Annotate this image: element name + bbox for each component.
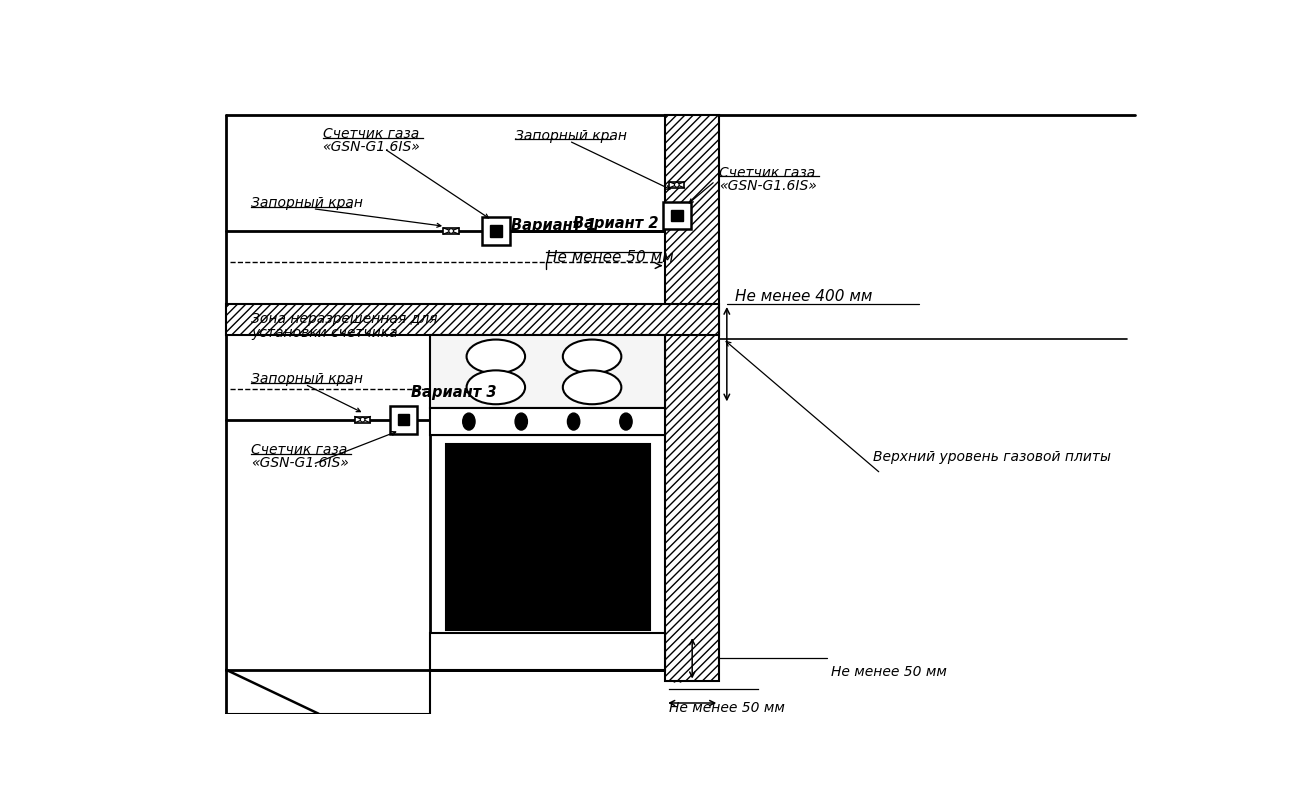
Text: Вариант 3: Вариант 3 bbox=[411, 385, 496, 400]
Text: Не менее 50 мм: Не менее 50 мм bbox=[831, 665, 947, 678]
Text: Запорный кран: Запорный кран bbox=[251, 196, 363, 210]
Text: Вариант 2: Вариант 2 bbox=[572, 216, 659, 231]
Bar bbox=[226, 304, 720, 335]
Bar bbox=[390, 406, 417, 434]
Text: «GSN-G1.6IS»: «GSN-G1.6IS» bbox=[251, 456, 349, 470]
Bar bbox=[430, 335, 665, 670]
Bar bbox=[665, 115, 720, 682]
Bar bbox=[443, 228, 459, 234]
Ellipse shape bbox=[516, 413, 527, 430]
Ellipse shape bbox=[463, 413, 475, 430]
Text: «GSN-G1.6IS»: «GSN-G1.6IS» bbox=[720, 179, 817, 192]
Bar bbox=[669, 182, 685, 188]
Ellipse shape bbox=[466, 339, 525, 374]
Bar bbox=[671, 210, 682, 221]
Bar bbox=[663, 202, 691, 229]
Text: Верхний уровень газовой плиты: Верхний уровень газовой плиты bbox=[873, 451, 1111, 464]
Text: «GSN-G1.6IS»: «GSN-G1.6IS» bbox=[323, 140, 420, 154]
Ellipse shape bbox=[563, 339, 621, 374]
Ellipse shape bbox=[674, 183, 680, 187]
Ellipse shape bbox=[360, 417, 364, 422]
Bar bbox=[446, 444, 650, 630]
Bar bbox=[430, 335, 665, 408]
Text: Запорный кран: Запорный кран bbox=[516, 128, 627, 143]
Text: установки счетчика: установки счетчика bbox=[251, 326, 398, 340]
Text: Не менее 50 мм: Не менее 50 мм bbox=[547, 250, 673, 265]
Text: Не менее 50 мм: Не менее 50 мм bbox=[669, 701, 786, 715]
Bar bbox=[430, 408, 665, 435]
Text: Счетчик газа: Счетчик газа bbox=[251, 443, 348, 457]
Bar bbox=[430, 633, 665, 670]
Ellipse shape bbox=[448, 229, 453, 233]
Text: Счетчик газа: Счетчик газа bbox=[720, 165, 815, 180]
Ellipse shape bbox=[620, 413, 632, 430]
Ellipse shape bbox=[563, 371, 621, 404]
Bar bbox=[490, 225, 501, 237]
Ellipse shape bbox=[567, 413, 580, 430]
Bar bbox=[355, 416, 371, 423]
Ellipse shape bbox=[466, 371, 525, 404]
Bar bbox=[482, 217, 509, 245]
Text: Зона неразрешенная для: Зона неразрешенная для bbox=[251, 312, 438, 326]
Bar bbox=[398, 414, 410, 426]
Text: Вариант 1: Вариант 1 bbox=[512, 218, 597, 233]
Text: Не менее 400 мм: Не менее 400 мм bbox=[735, 289, 872, 304]
Text: Запорный кран: Запорный кран bbox=[251, 372, 363, 386]
Text: Счетчик газа: Счетчик газа bbox=[323, 127, 419, 141]
